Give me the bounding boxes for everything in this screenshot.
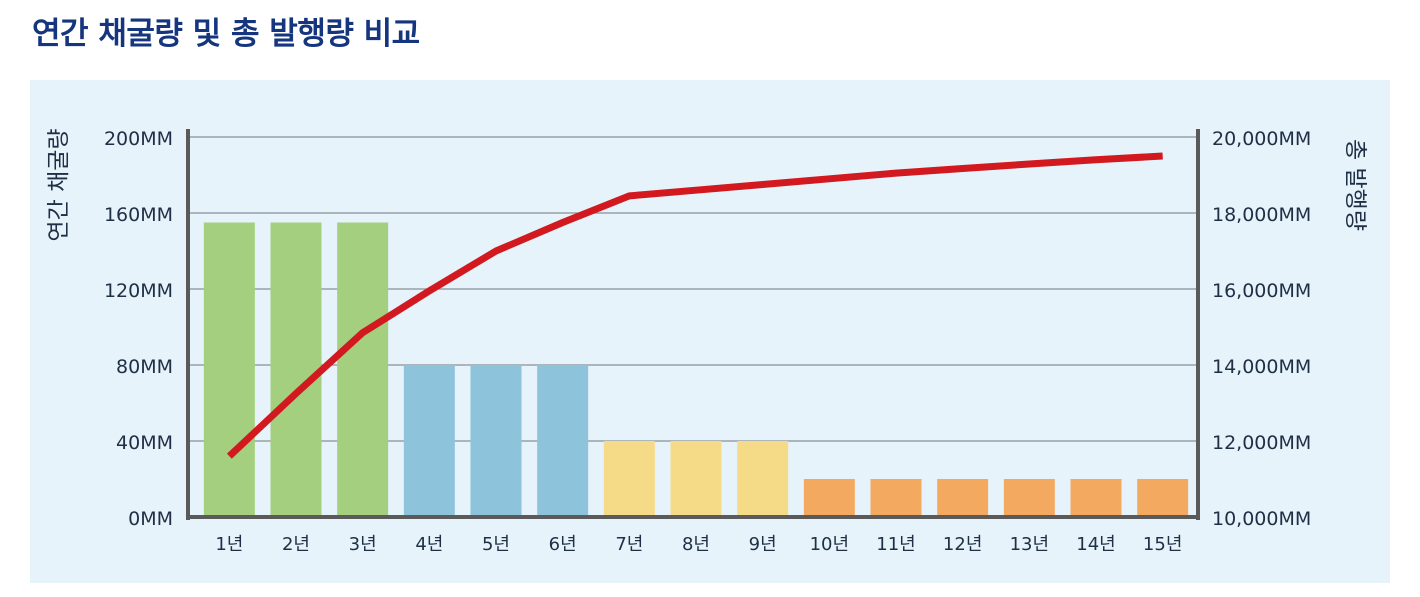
left-tick-label: 200MM [104,128,173,150]
left-tick-label: 160MM [104,204,173,226]
left-tick-label: 80MM [116,356,173,378]
x-tick-label: 9년 [749,534,777,555]
bar [270,222,322,517]
bar [937,479,989,517]
x-tick-label: 5년 [482,534,510,555]
x-tick-label: 4년 [415,534,443,555]
bar [737,441,789,517]
left-axis-title: 연간 채굴량 [46,128,72,241]
bar [803,479,855,517]
bar [203,222,255,517]
axis-layer [186,129,1200,520]
bar-layer [203,222,1189,517]
x-tick-label: 7년 [615,534,643,555]
x-tick-label: 13년 [1010,534,1049,555]
x-tick-label: 3년 [349,534,377,555]
page-title: 연간 채굴량 및 총 발행량 비교 [32,16,420,52]
x-tick-label: 14년 [1076,534,1115,555]
x-tick-label: 15년 [1143,534,1182,555]
right-tick-label: 18,000MM [1212,204,1311,226]
x-tick-label: 1년 [215,534,243,555]
left-tick-label: 40MM [116,432,173,454]
chart: 0MM 10,000MM 40MM 12,000MM 80MM 14,000MM 120MM… [46,128,1368,555]
left-tick-label: 0MM [128,508,173,530]
right-tick-label: 14,000MM [1212,356,1311,378]
x-tick-label: 11년 [876,534,915,555]
x-tick-label: 6년 [549,534,577,555]
bar [337,222,389,517]
bar [1003,479,1055,517]
right-tick-label: 20,000MM [1212,128,1311,150]
bar [870,479,922,517]
label-layer: 0MM 10,000MM 40MM 12,000MM 80MM 14,000MM 120MM… [46,128,1368,555]
bar [403,365,455,517]
chart-panel: 0MM 10,000MM 40MM 12,000MM 80MM 14,000MM 120MM… [30,80,1390,583]
bar [1137,479,1189,517]
x-tick-label: 12년 [943,534,982,555]
x-tick-label: 10년 [810,534,849,555]
right-tick-label: 16,000MM [1212,280,1311,302]
right-axis-title: 총 발행량 [1342,139,1368,231]
right-tick-label: 10,000MM [1212,508,1311,530]
bar [470,365,522,517]
bar [670,441,722,517]
x-tick-label: 8년 [682,534,710,555]
right-tick-label: 12,000MM [1212,432,1311,454]
bar [603,441,655,517]
bar [1070,479,1122,517]
line-layer [226,152,1163,459]
left-tick-label: 120MM [104,280,173,302]
bar [537,365,589,517]
x-tick-label: 2년 [282,534,310,555]
